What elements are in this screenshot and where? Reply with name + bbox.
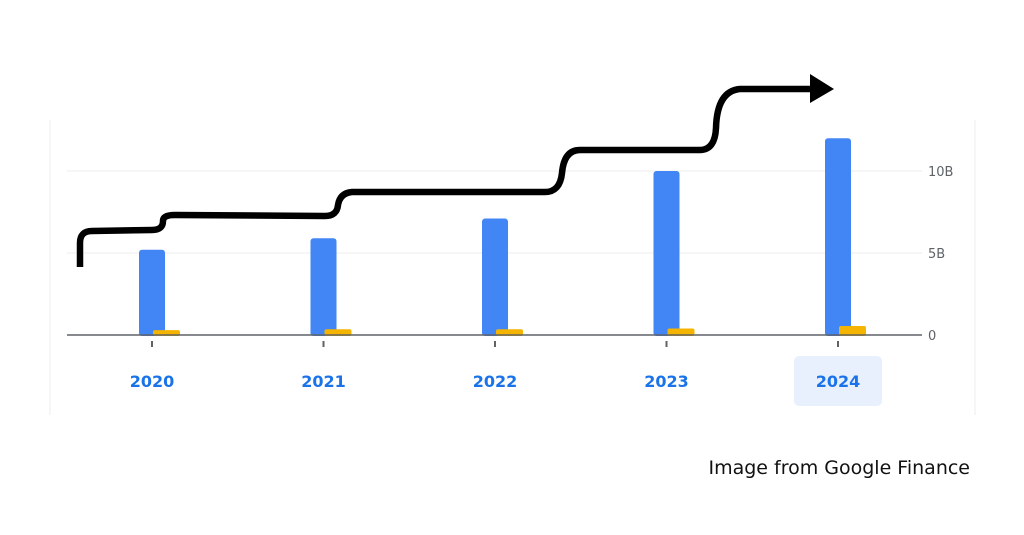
bar-primary <box>310 238 337 336</box>
selected-year-highlight <box>794 356 882 406</box>
x-axis-ticks[interactable]: 2020 2021 2022 2023 2024 <box>130 341 861 391</box>
x-tick-label-year[interactable]: 2022 <box>473 372 518 391</box>
x-tick-label-year[interactable]: 2020 <box>130 372 175 391</box>
x-tick-label-year[interactable]: 2023 <box>644 372 689 391</box>
bar-primary <box>482 218 508 336</box>
bars <box>139 138 866 336</box>
y-tick-label: 10B <box>928 165 953 180</box>
bar-secondary <box>839 325 866 336</box>
x-tick-label-year[interactable]: 2021 <box>301 372 346 391</box>
trend-arrow-head <box>810 74 834 103</box>
x-tick-label-year[interactable]: 2024 <box>816 372 861 391</box>
trend-arrow <box>76 74 834 267</box>
trend-arrow-line <box>76 85 812 267</box>
bar-primary <box>825 138 851 336</box>
image-source-caption: Image from Google Finance <box>708 457 970 479</box>
bar-secondary <box>667 328 695 336</box>
bar-primary <box>653 171 680 336</box>
y-axis-ticks: 0 5B 10B <box>928 165 953 344</box>
y-tick-label: 5B <box>928 247 945 262</box>
y-tick-label: 0 <box>928 329 936 344</box>
bar-primary <box>139 249 165 336</box>
selected-category-highlight <box>794 356 882 406</box>
